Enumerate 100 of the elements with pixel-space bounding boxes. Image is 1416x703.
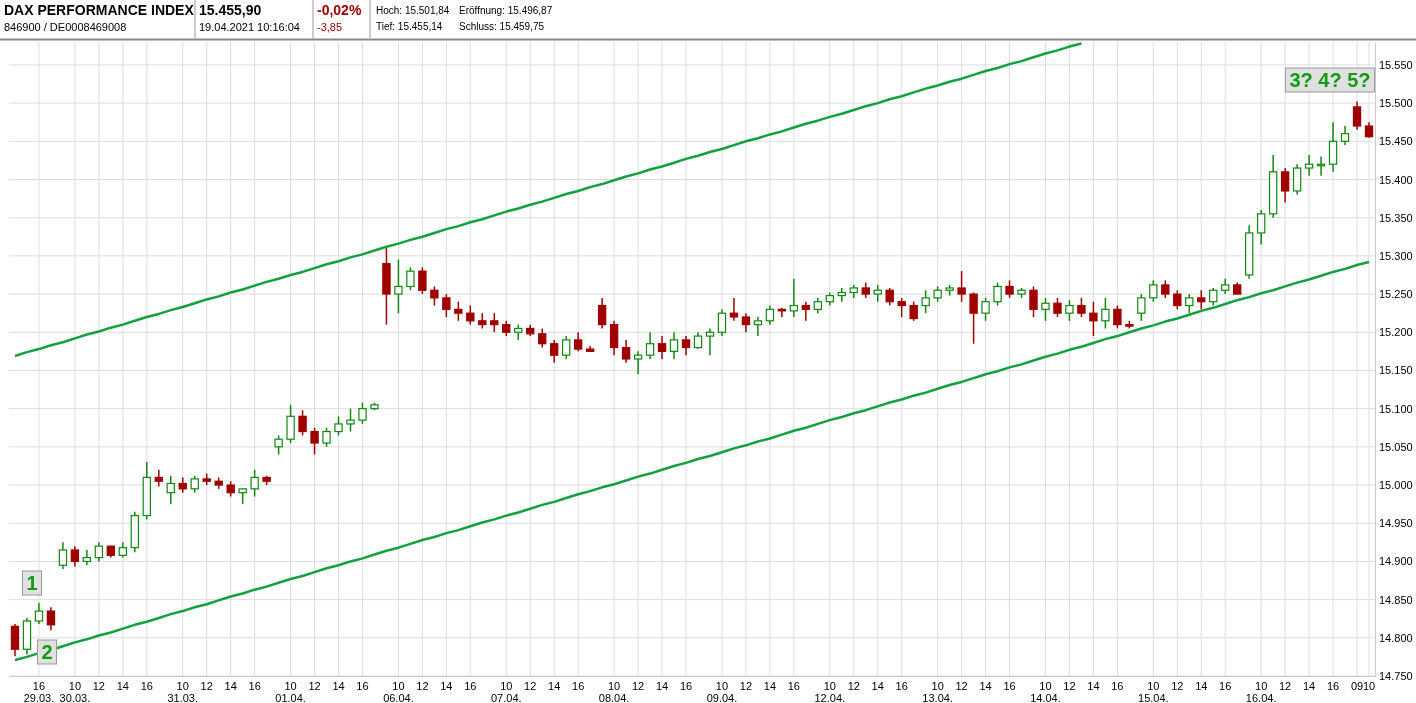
x-tick-label: 12 bbox=[847, 679, 860, 692]
candlestick bbox=[909, 300, 918, 322]
candlestick bbox=[1029, 285, 1038, 318]
text: 15.455,90 bbox=[199, 2, 262, 18]
x-tick-label: 14 bbox=[1195, 679, 1208, 692]
candlestick bbox=[1041, 297, 1050, 322]
text: Hoch: 15.501,84 bbox=[376, 5, 450, 16]
candlestick bbox=[1292, 163, 1302, 196]
x-tick-label: 12 bbox=[416, 679, 429, 692]
x-tick-label: 10 16.04. bbox=[1245, 679, 1277, 703]
candlestick bbox=[561, 335, 571, 360]
y-tick-label: 15.400 bbox=[1379, 173, 1413, 186]
x-tick-label: 10 06.04. bbox=[383, 679, 414, 703]
candlestick bbox=[490, 312, 499, 334]
x-tick-label: 12 bbox=[1279, 679, 1292, 692]
candlestick bbox=[406, 266, 415, 291]
candlestick bbox=[1185, 293, 1194, 314]
chart-title: DAX PERFORMANCE INDEX bbox=[4, 2, 195, 18]
y-tick-label: 15.350 bbox=[1379, 211, 1413, 224]
x-tick-label: 12 bbox=[1171, 679, 1184, 692]
candlestick bbox=[346, 407, 355, 433]
candlestick bbox=[58, 541, 68, 570]
x-tick-label: 14 bbox=[655, 679, 669, 692]
x-tick-label: 14 bbox=[1302, 679, 1316, 692]
x-tick-label: 12 bbox=[200, 679, 213, 692]
candlestick bbox=[46, 606, 56, 631]
y-tick-label: 15.100 bbox=[1379, 402, 1413, 415]
line-series bbox=[13, 42, 1083, 358]
candlestick bbox=[897, 297, 906, 318]
candlestick bbox=[358, 401, 367, 425]
y-tick-label: 15.000 bbox=[1379, 479, 1413, 492]
candlestick bbox=[573, 331, 583, 353]
x-tick-label: 14 bbox=[332, 679, 345, 692]
candlestick bbox=[969, 291, 978, 345]
annotation: 3? 4? 5? bbox=[1289, 69, 1371, 91]
text: 19.04.2021 10:16:04 bbox=[199, 21, 300, 33]
candlestick bbox=[729, 297, 739, 322]
x-tick-label: 10 14.04. bbox=[1030, 679, 1061, 703]
x-tick-label: 14 bbox=[871, 679, 884, 692]
x-tick-label: 10 07.04. bbox=[490, 679, 522, 703]
x-tick-label: 16 bbox=[679, 679, 693, 692]
x-tick-label: 16 bbox=[895, 679, 908, 692]
candlestick bbox=[70, 545, 80, 568]
candlestick bbox=[550, 339, 559, 364]
candlestick bbox=[166, 475, 175, 505]
candlestick bbox=[1328, 121, 1338, 173]
x-tick-label: 10 31.03. bbox=[167, 679, 199, 703]
x-tick-label: 16 bbox=[356, 679, 369, 692]
candlestick bbox=[394, 258, 403, 314]
candlestick bbox=[681, 335, 691, 356]
y-tick-label: 14.750 bbox=[1379, 670, 1413, 683]
x-tick-label: 10 bbox=[1362, 679, 1376, 692]
candlestick bbox=[645, 331, 655, 360]
candlestick bbox=[466, 304, 475, 326]
candlestick bbox=[1113, 304, 1122, 330]
x-tick-label: 16 bbox=[1219, 679, 1232, 692]
candlestick bbox=[442, 293, 451, 318]
y-tick-label: 14.800 bbox=[1379, 631, 1413, 644]
x-tick-label: 12 bbox=[955, 679, 968, 692]
x-tick-label: 16 bbox=[1111, 679, 1124, 692]
annotation: 2 bbox=[41, 641, 53, 663]
x-tick-label: 12 bbox=[739, 679, 753, 692]
candlestick bbox=[705, 327, 715, 356]
candlestick bbox=[717, 308, 727, 337]
candlestick bbox=[981, 297, 990, 322]
y-tick-label: 14.850 bbox=[1379, 593, 1413, 606]
x-tick-label: 10 08.04. bbox=[598, 679, 630, 703]
x-tick-label: 12 bbox=[308, 679, 321, 692]
candlestick bbox=[957, 270, 966, 303]
text: -3,85 bbox=[317, 21, 343, 33]
x-tick-label: 10 12.04. bbox=[814, 679, 846, 703]
candlestick bbox=[921, 289, 930, 314]
candlestick bbox=[1101, 297, 1110, 330]
y-tick-label: 15.300 bbox=[1379, 249, 1413, 262]
x-tick-label: 12 bbox=[631, 679, 645, 692]
x-tick-label: 16 bbox=[1326, 679, 1340, 692]
x-tick-label: 12 bbox=[1063, 679, 1076, 692]
candlestick bbox=[418, 266, 427, 295]
x-tick-label: 14 bbox=[763, 679, 777, 692]
x-tick-label: 10 15.04. bbox=[1138, 679, 1169, 703]
candlestick bbox=[1173, 289, 1182, 311]
x-tick-label: 14 bbox=[440, 679, 453, 692]
candlestick bbox=[250, 469, 259, 498]
x-tick-label: 14 bbox=[979, 679, 992, 692]
text: 846900 / DE0008469008 bbox=[4, 21, 127, 33]
candlestick bbox=[1053, 297, 1062, 318]
x-tick-label: 14 bbox=[548, 679, 561, 692]
x-tick-label: 12 bbox=[524, 679, 537, 692]
y-tick-label: 15.550 bbox=[1379, 58, 1413, 71]
candlestick bbox=[10, 623, 20, 657]
x-tick-label: 10 13.04. bbox=[922, 679, 953, 703]
x-tick-label: 10 09.04. bbox=[706, 679, 738, 703]
candlestick bbox=[310, 427, 319, 456]
x-tick-label: 16 bbox=[248, 679, 261, 692]
candlestick bbox=[609, 320, 619, 356]
y-tick-label: 15.200 bbox=[1379, 326, 1413, 339]
x-tick-label: 09 bbox=[1350, 679, 1364, 692]
x-tick-label: 16 bbox=[1003, 679, 1016, 692]
text: Schluss: 15.459,75 bbox=[459, 21, 545, 32]
y-tick-label: 15.500 bbox=[1379, 97, 1413, 110]
